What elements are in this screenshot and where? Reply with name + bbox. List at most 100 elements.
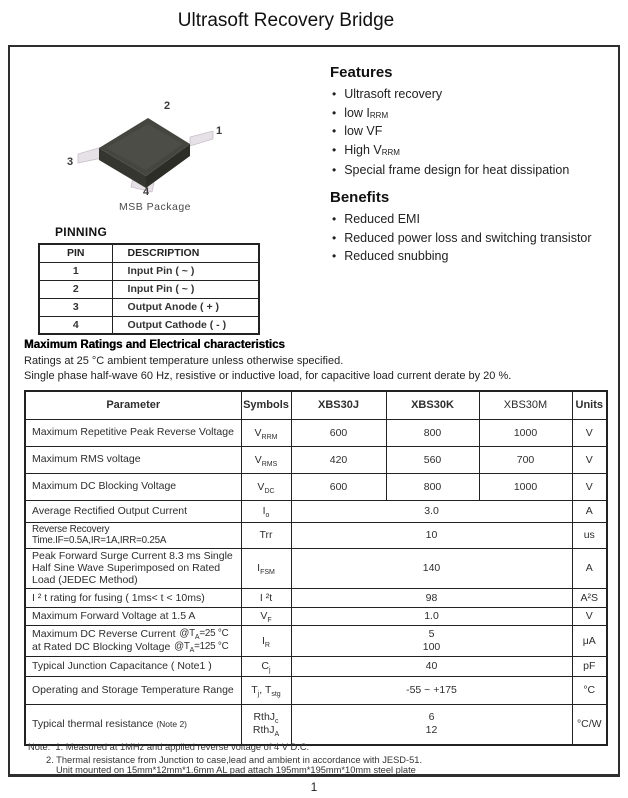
col-parameter: Parameter: [24, 390, 242, 420]
value-cell: -55 ~ +175: [290, 675, 573, 705]
symbol-cell: RthJc RthJA: [240, 703, 292, 746]
parameter-cell: Peak Forward Surge Current 8.3 ms Single…: [24, 547, 242, 589]
symbol-cell: IR: [240, 624, 292, 657]
table-row: Operating and Storage Temperature Range …: [24, 675, 608, 705]
bullet-icon: •: [332, 105, 337, 120]
ratings-header-row: Parameter Symbols XBS30J XBS30K XBS30M U…: [24, 390, 608, 420]
value-cell: 420: [290, 445, 387, 474]
parameter-cell: Operating and Storage Temperature Range: [24, 675, 242, 705]
symbol-cell: Tj, Tstg: [240, 675, 292, 705]
feature-text: low IRRM: [344, 105, 389, 120]
symbol-cell: VDC: [240, 472, 292, 501]
benefit-item: • Reduced power loss and switching transi…: [332, 231, 592, 245]
feature-item: • low VF: [332, 124, 569, 138]
msb-package-drawing: [77, 118, 214, 193]
table-row: Maximum Forward Voltage at 1.5 A VF 1.0 …: [24, 606, 608, 626]
benefits-heading: Benefits: [330, 189, 390, 206]
ratings-condition-2: Single phase half-wave 60 Hz, resistive …: [24, 370, 512, 382]
table-row: Typical thermal resistance (Note 2) RthJ…: [24, 703, 608, 746]
package-top-face: [106, 124, 183, 170]
bullet-icon: •: [332, 124, 337, 138]
value-cell: 1000: [478, 472, 573, 501]
footnote-2: 2. Thermal resistance from Junction to c…: [46, 755, 423, 765]
ratings-heading: Maximum Ratings and Electrical character…: [24, 339, 285, 351]
parameter-cell: I ² t rating for fusing ( 1ms< t < 10ms): [24, 587, 242, 608]
feature-text: Special frame design for heat dissipatio…: [344, 162, 570, 177]
benefit-text: Reduced power loss and switching transis…: [344, 230, 592, 245]
package-image: 2 1 3 4: [40, 92, 270, 202]
benefit-item: • Reduced EMI: [332, 212, 592, 226]
table-row: Typical Junction Capacitance ( Note1 ) C…: [24, 655, 608, 677]
parameter-cell: Maximum Forward Voltage at 1.5 A: [24, 606, 242, 626]
ratings-table: Parameter Symbols XBS30J XBS30K XBS30M U…: [24, 390, 608, 747]
table-row: 3 Output Anode ( + ): [38, 297, 260, 317]
value-cell: 700: [478, 445, 573, 474]
pin-number: 1: [38, 261, 113, 281]
table-row: I ² t rating for fusing ( 1ms< t < 10ms)…: [24, 587, 608, 608]
parameter-cell: Reverse Recovery Time.IF=0.5A,IR=1A,IRR=…: [24, 521, 242, 549]
pin-1-label: 1: [216, 125, 223, 137]
bullet-icon: •: [332, 87, 337, 101]
package-caption: MSB Package: [118, 201, 192, 213]
package-side-right: [146, 144, 190, 188]
table-row: 2 Input Pin ( ~ ): [38, 279, 260, 299]
footnote-1: Note: 1. Measured at 1MHz and applied re…: [28, 742, 310, 752]
value-cell: 1000: [478, 418, 573, 447]
benefit-text: Reduced EMI: [344, 212, 420, 226]
parameter-cell: Typical thermal resistance (Note 2): [24, 703, 242, 746]
unit-cell: V: [571, 606, 608, 626]
bullet-icon: •: [332, 249, 337, 263]
value-cell: 600: [290, 472, 387, 501]
unit-cell: V: [571, 418, 608, 447]
unit-cell: °C/W: [571, 703, 608, 746]
table-row: 1 Input Pin ( ~ ): [38, 261, 260, 281]
symbol-cell: I ²t: [240, 587, 292, 608]
table-row: Reverse Recovery Time.IF=0.5A,IR=1A,IRR=…: [24, 521, 608, 549]
feature-text: Ultrasoft recovery: [344, 87, 443, 101]
unit-cell: us: [571, 521, 608, 549]
pin-3-lead: [77, 146, 103, 164]
col-device-xbs30m: XBS30M: [478, 390, 573, 420]
value-cell: 800: [385, 418, 480, 447]
col-device-xbs30k: XBS30K: [385, 390, 480, 420]
feature-item: • High VRRM: [332, 143, 569, 157]
value-cell: 10: [290, 521, 573, 549]
pin-number: 4: [38, 315, 113, 335]
features-heading: Features: [330, 64, 393, 81]
bullet-icon: •: [332, 230, 337, 245]
pin-number: 2: [38, 279, 113, 299]
unit-cell: V: [571, 445, 608, 474]
unit-cell: A²S: [571, 587, 608, 608]
bullet-icon: •: [332, 212, 337, 226]
value-cell: 140: [290, 547, 573, 589]
value-cell: 6 12: [290, 703, 573, 746]
table-row: Average Rectified Output Current Io 3.0 …: [24, 499, 608, 523]
value-cell: 1.0: [290, 606, 573, 626]
content-frame: [8, 45, 620, 777]
benefit-text: Reduced snubbing: [344, 249, 449, 263]
bullet-icon: •: [332, 142, 337, 157]
feature-item: • low IRRM: [332, 106, 569, 120]
pin-4-label: 4: [143, 186, 150, 198]
value-cell: 98: [290, 587, 573, 608]
parameter-cell: Typical Junction Capacitance ( Note1 ): [24, 655, 242, 677]
parameter-cell: Average Rectified Output Current: [24, 499, 242, 523]
ratings-condition-1: Ratings at 25 °C ambient temperature unl…: [24, 355, 344, 367]
parameter-cell: Maximum RMS voltage: [24, 445, 242, 474]
parameter-cell: Maximum DC Blocking Voltage: [24, 472, 242, 501]
value-cell: 40: [290, 655, 573, 677]
col-device-xbs30j: XBS30J: [290, 390, 387, 420]
parameter-cell: Maximum Repetitive Peak Reverse Voltage: [24, 418, 242, 447]
pin-description: Input Pin ( ~ ): [111, 261, 260, 281]
value-cell: 800: [385, 472, 480, 501]
unit-cell: μA: [571, 624, 608, 657]
test-condition: @TA=125 °C: [174, 640, 229, 654]
unit-cell: A: [571, 499, 608, 523]
unit-cell: pF: [571, 655, 608, 677]
pin-description: Output Anode ( + ): [111, 297, 260, 317]
page-title: Ultrasoft Recovery Bridge: [177, 10, 395, 31]
pinning-header-row: PIN DESCRIPTION: [38, 243, 260, 263]
features-list: • Ultrasoft recovery • low IRRM • low VF • H…: [332, 87, 569, 181]
pinning-heading: PINNING: [55, 225, 108, 239]
